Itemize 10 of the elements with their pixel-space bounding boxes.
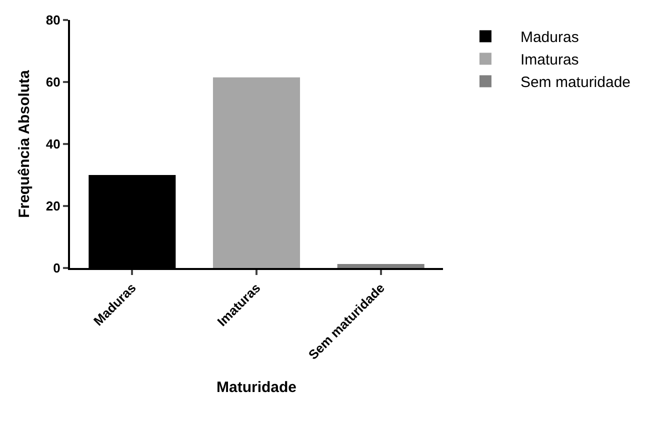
- legend-label: Maduras: [520, 29, 579, 46]
- y-tick-label: 0: [53, 260, 60, 276]
- legend-label: Imaturas: [520, 52, 579, 69]
- legend-label: Sem maturidade: [520, 74, 631, 92]
- y-tick-label: 80: [46, 12, 60, 28]
- y-tick-label: 40: [46, 136, 60, 152]
- x-axis-title: Maturidade: [216, 378, 297, 396]
- y-tick-label: 60: [46, 74, 60, 90]
- y-axis-title: Frequência Absoluta: [16, 69, 33, 218]
- y-tick-label: 20: [46, 198, 60, 214]
